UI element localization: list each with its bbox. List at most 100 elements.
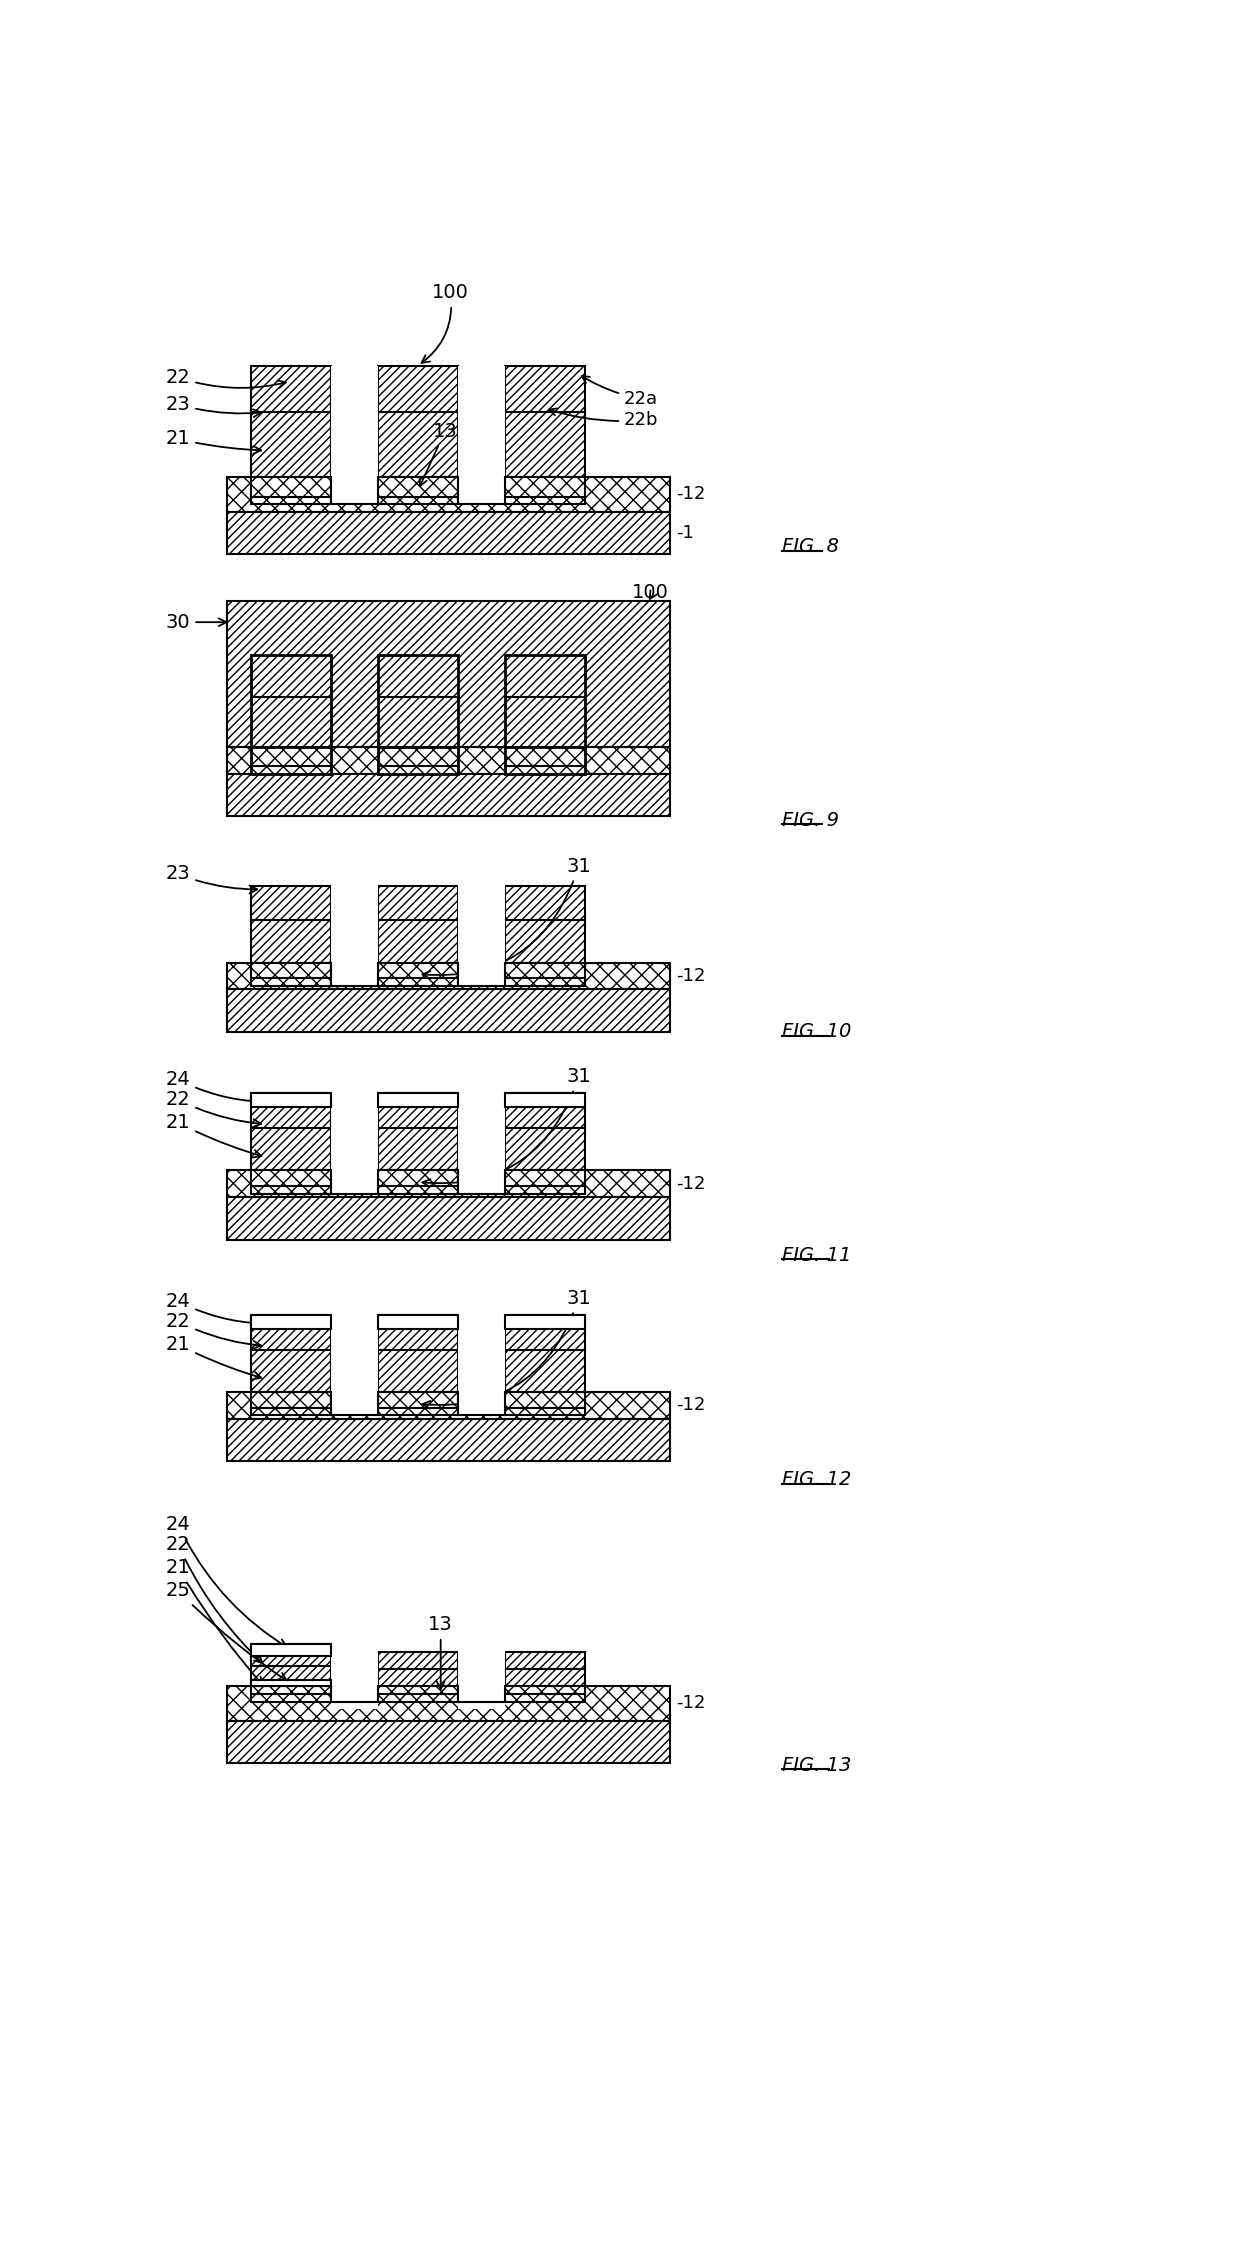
- Bar: [377, 478, 459, 505]
- Bar: [250, 478, 331, 505]
- Bar: [459, 1170, 505, 1193]
- Bar: [377, 748, 459, 775]
- Bar: [250, 885, 331, 964]
- Bar: [505, 1393, 585, 1415]
- Bar: [250, 1170, 331, 1193]
- Bar: [505, 964, 585, 986]
- Bar: [459, 1393, 505, 1415]
- Text: 22b: 22b: [549, 409, 658, 429]
- Bar: [331, 366, 377, 478]
- Bar: [377, 1687, 459, 1702]
- Bar: [377, 1316, 459, 1393]
- Bar: [227, 1419, 670, 1462]
- Text: 22: 22: [166, 1312, 262, 1350]
- Bar: [459, 366, 505, 478]
- Bar: [505, 1687, 585, 1702]
- Bar: [331, 1678, 377, 1709]
- Bar: [377, 1094, 459, 1107]
- Bar: [459, 1507, 505, 1687]
- Text: 22a: 22a: [582, 375, 658, 409]
- Text: FIG. 9: FIG. 9: [781, 811, 838, 829]
- Bar: [459, 478, 505, 505]
- Text: 100: 100: [631, 584, 668, 602]
- Bar: [331, 1393, 377, 1415]
- Text: FIG. 13: FIG. 13: [781, 1756, 851, 1774]
- Bar: [505, 1170, 585, 1193]
- Bar: [331, 1062, 377, 1170]
- Text: 31: 31: [423, 1067, 591, 1186]
- Text: 30: 30: [166, 613, 227, 631]
- Bar: [331, 478, 377, 505]
- Bar: [227, 748, 670, 775]
- Text: FIG. 12: FIG. 12: [781, 1471, 851, 1489]
- Text: 13: 13: [428, 1615, 453, 1689]
- Bar: [459, 1285, 505, 1393]
- Text: FIG. 11: FIG. 11: [781, 1247, 851, 1264]
- Bar: [331, 1507, 377, 1687]
- Bar: [250, 964, 331, 986]
- Bar: [377, 654, 459, 748]
- Bar: [331, 1285, 377, 1393]
- Bar: [377, 885, 459, 964]
- Text: 21: 21: [166, 1114, 262, 1157]
- Text: -12: -12: [676, 1175, 706, 1193]
- Bar: [505, 1651, 585, 1687]
- Bar: [227, 1393, 670, 1419]
- Bar: [227, 1170, 670, 1197]
- Bar: [227, 1687, 670, 1720]
- Text: 22: 22: [166, 368, 286, 389]
- Text: -12: -12: [676, 485, 706, 503]
- Bar: [250, 1316, 331, 1330]
- Text: FIG. 10: FIG. 10: [781, 1022, 851, 1042]
- Text: 21: 21: [166, 1334, 262, 1379]
- Bar: [505, 885, 585, 964]
- Bar: [250, 748, 331, 775]
- Bar: [227, 1720, 670, 1763]
- Bar: [377, 1651, 459, 1687]
- Bar: [331, 851, 377, 964]
- Text: 24: 24: [166, 1516, 286, 1646]
- Bar: [227, 600, 670, 748]
- Bar: [505, 478, 585, 505]
- Bar: [227, 1197, 670, 1240]
- Bar: [250, 1094, 331, 1170]
- Bar: [250, 366, 331, 478]
- Bar: [505, 1094, 585, 1107]
- Text: 23: 23: [166, 865, 257, 894]
- Bar: [505, 1094, 585, 1170]
- Text: 23: 23: [166, 395, 262, 418]
- Text: 22: 22: [166, 1089, 262, 1127]
- Bar: [377, 1316, 459, 1330]
- Bar: [377, 1094, 459, 1170]
- Bar: [331, 1170, 377, 1193]
- Bar: [459, 851, 505, 964]
- Text: -1: -1: [676, 523, 694, 541]
- Text: -12: -12: [676, 966, 706, 984]
- Bar: [227, 775, 670, 815]
- Bar: [459, 1678, 505, 1709]
- Text: FIG. 8: FIG. 8: [781, 537, 838, 557]
- Text: 13: 13: [419, 422, 458, 485]
- Bar: [250, 1393, 331, 1415]
- Bar: [377, 1170, 459, 1193]
- Bar: [505, 1316, 585, 1393]
- Bar: [459, 964, 505, 986]
- Bar: [250, 1644, 331, 1687]
- Bar: [250, 1094, 331, 1107]
- Bar: [250, 1316, 331, 1393]
- Bar: [227, 478, 670, 512]
- Bar: [377, 1393, 459, 1415]
- Text: 24: 24: [166, 1069, 285, 1105]
- Bar: [227, 990, 670, 1031]
- Bar: [505, 1316, 585, 1330]
- Text: 21: 21: [166, 1559, 263, 1684]
- Bar: [250, 1644, 331, 1655]
- Text: 24: 24: [166, 1291, 285, 1327]
- Text: 31: 31: [423, 856, 591, 979]
- Bar: [250, 654, 331, 748]
- Bar: [505, 366, 585, 478]
- Text: 100: 100: [422, 283, 469, 364]
- Bar: [505, 654, 585, 748]
- Text: 22: 22: [166, 1534, 263, 1662]
- Bar: [250, 1680, 331, 1687]
